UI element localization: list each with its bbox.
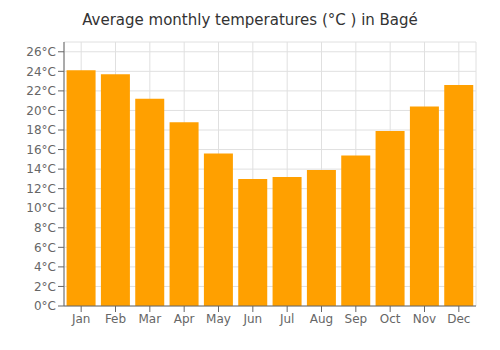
svg-text:Aug: Aug xyxy=(310,312,333,326)
svg-text:Mar: Mar xyxy=(139,312,162,326)
svg-text:14°C: 14°C xyxy=(26,162,56,176)
svg-text:May: May xyxy=(206,312,231,326)
svg-text:24°C: 24°C xyxy=(26,65,56,79)
svg-text:Apr: Apr xyxy=(174,312,195,326)
svg-text:Dec: Dec xyxy=(447,312,470,326)
svg-text:0°C: 0°C xyxy=(34,299,56,313)
svg-text:Oct: Oct xyxy=(380,312,401,326)
svg-text:Jan: Jan xyxy=(71,312,91,326)
html-text:Average monthly temperatures (: Average monthly temperatures (°C ) in Ba… xyxy=(82,11,418,29)
svg-text:20°C: 20°C xyxy=(26,104,56,118)
svg-text:Jul: Jul xyxy=(279,312,294,326)
svg-text:8°C: 8°C xyxy=(34,221,56,235)
svg-text:18°C: 18°C xyxy=(26,123,56,137)
svg-text:2°C: 2°C xyxy=(34,280,56,294)
svg-text:16°C: 16°C xyxy=(26,143,56,157)
svg-text:Sep: Sep xyxy=(345,312,368,326)
svg-text:Jun: Jun xyxy=(242,312,262,326)
svg-text:12°C: 12°C xyxy=(26,182,56,196)
svg-text:Nov: Nov xyxy=(413,312,436,326)
svg-text:6°C: 6°C xyxy=(34,241,56,255)
svg-text:Feb: Feb xyxy=(105,312,126,326)
svg-text:10°C: 10°C xyxy=(26,201,56,215)
svg-text:22°C: 22°C xyxy=(26,84,56,98)
svg-text:26°C: 26°C xyxy=(26,45,56,59)
svg-text:4°C: 4°C xyxy=(34,260,56,274)
